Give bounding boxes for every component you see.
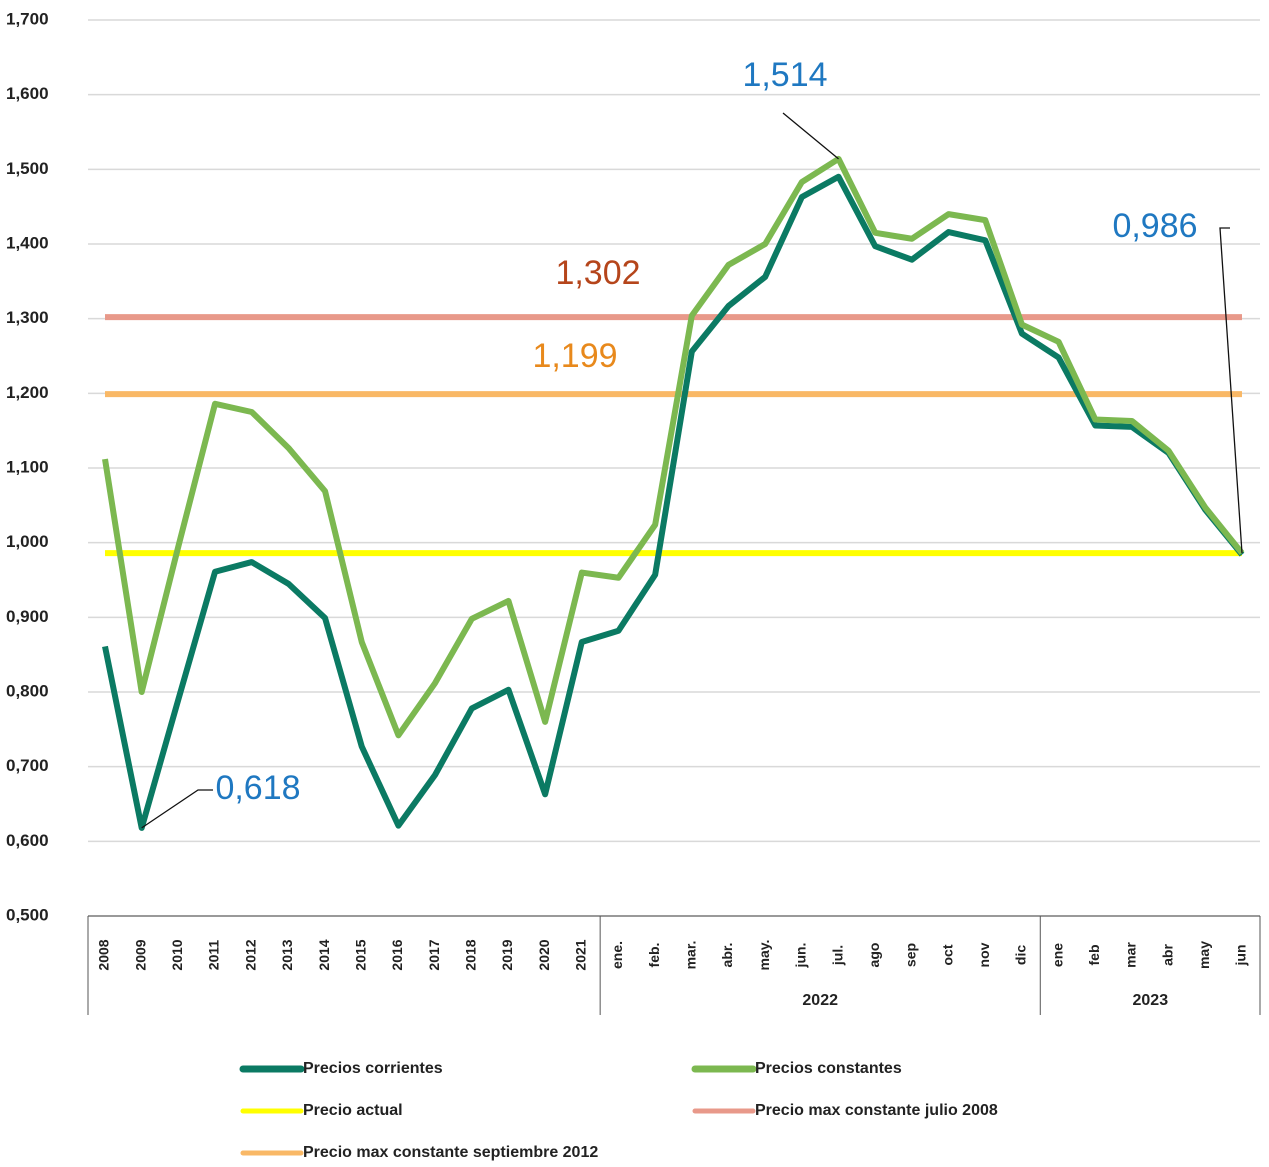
x-tick-label: 2012	[242, 939, 258, 970]
x-tick-label: 2010	[169, 939, 185, 970]
y-tick-label: 1,000	[6, 532, 49, 551]
annotation-leader	[1219, 227, 1243, 554]
x-tick-label: 2015	[352, 939, 368, 970]
annotation-leader	[141, 789, 213, 829]
x-tick-label: nov	[976, 942, 992, 967]
x-tick-label: jun.	[793, 943, 809, 969]
x-tick-label: sep	[903, 943, 919, 967]
x-tick-label: ago	[866, 943, 882, 968]
y-tick-label: 1,100	[6, 457, 49, 476]
x-tick-label: ene	[1049, 943, 1065, 967]
x-tick-label: 2018	[462, 939, 478, 970]
x-tick-label: jul.	[829, 945, 845, 966]
x-tick-label: may.	[756, 940, 772, 971]
series-line	[102, 155, 1245, 739]
x-tick-label: 2017	[426, 939, 442, 970]
x-tick-label: mar	[1123, 942, 1139, 968]
x-tick-label: 2019	[499, 939, 515, 970]
x-tick-label: dic	[1013, 945, 1029, 965]
y-tick-label: 0,500	[6, 905, 49, 924]
legend-label: Precio actual	[303, 1102, 403, 1119]
x-tick-label: 2021	[573, 939, 589, 970]
group-label: 2022	[802, 992, 838, 1009]
x-tick-label: 2020	[536, 939, 552, 970]
legend-label: Precios constantes	[755, 1060, 902, 1077]
y-tick-label: 0,800	[6, 681, 49, 700]
y-tick-label: 1,400	[6, 233, 49, 252]
legend-label: Precios corrientes	[303, 1060, 443, 1077]
annotation: 0,618	[215, 769, 300, 807]
x-tick-label: abr.	[719, 943, 735, 968]
x-tick-label: mar.	[683, 941, 699, 970]
x-tick-label: 2014	[316, 939, 332, 970]
x-tick-label: oct	[939, 944, 955, 965]
x-tick-label: 2011	[206, 940, 222, 971]
annotation: 0,986	[1112, 207, 1197, 245]
x-tick-label: feb.	[646, 943, 662, 968]
y-tick-label: 0,600	[6, 831, 49, 850]
reference-label: 1,302	[555, 254, 640, 292]
y-tick-label: 1,700	[6, 9, 49, 28]
x-tick-label: jun	[1233, 945, 1249, 967]
y-tick-label: 1,300	[6, 308, 49, 327]
y-tick-label: 1,200	[6, 383, 49, 402]
reference-label: 1,199	[532, 337, 617, 375]
legend-label: Precio max constante septiembre 2012	[303, 1144, 598, 1161]
x-tick-label: 2016	[389, 939, 405, 970]
x-tick-label: feb	[1086, 945, 1102, 966]
x-tick-label: 2013	[279, 939, 295, 970]
series-line	[102, 173, 1245, 831]
x-tick-label: may	[1196, 941, 1212, 969]
annotation-leader	[782, 112, 839, 160]
group-label: 2023	[1133, 992, 1169, 1009]
legend-label: Precio max constante julio 2008	[755, 1102, 998, 1119]
y-tick-label: 0,700	[6, 756, 49, 775]
annotation: 1,514	[742, 56, 827, 94]
x-tick-label: ene.	[609, 941, 625, 969]
y-tick-label: 1,500	[6, 159, 49, 178]
y-tick-label: 1,600	[6, 84, 49, 103]
x-tick-label: abr	[1159, 944, 1175, 966]
y-tick-label: 0,900	[6, 607, 49, 626]
x-tick-label: 2009	[132, 939, 148, 970]
x-tick-label: 2008	[96, 939, 112, 970]
